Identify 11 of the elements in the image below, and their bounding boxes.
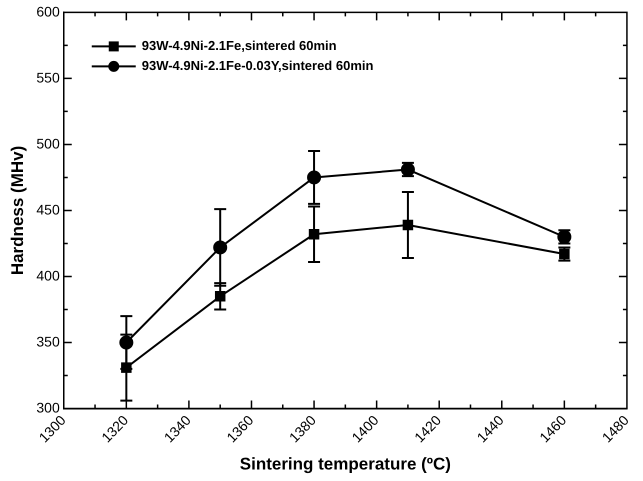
y-tick-label: 500 [36,135,60,152]
x-axis-title: Sintering temperature (ºC) [240,454,451,474]
y-tick-label: 400 [36,267,60,284]
y-tick-label: 550 [36,69,60,86]
y-tick-label: 300 [36,399,60,416]
y-tick-label: 450 [36,201,60,218]
y-tick-label: 350 [36,333,60,350]
legend-label: 93W-4.9Ni-2.1Fe,sintered 60min [142,38,337,53]
legend-label: 93W-4.9Ni-2.1Fe-0.03Y,sintered 60min [142,58,374,73]
y-axis-title: Hardness (MHv) [8,146,27,276]
y-tick-label: 600 [36,3,60,20]
